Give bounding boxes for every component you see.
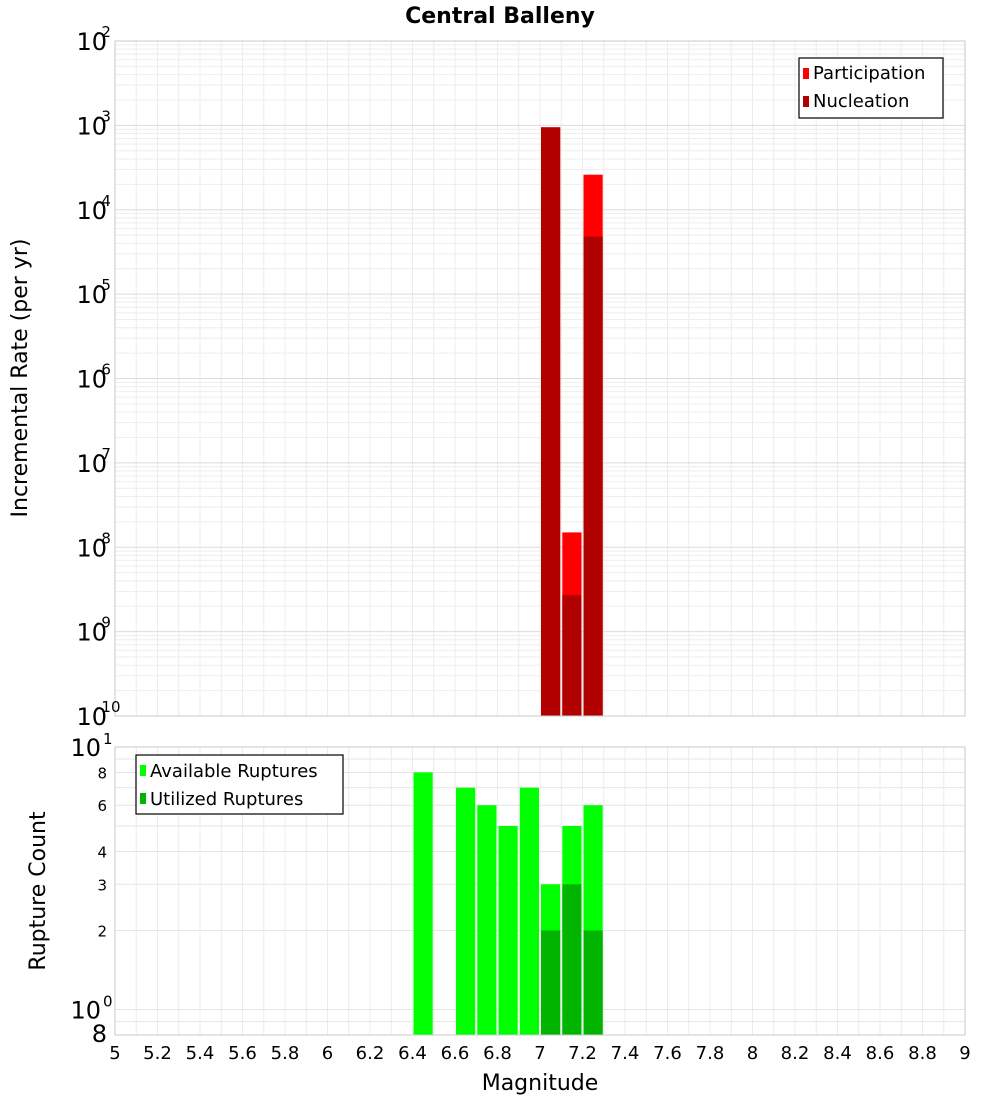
top-y-tick-exponent: -4	[96, 192, 111, 210]
x-tick-label: 7.8	[696, 1043, 725, 1064]
x-tick-label: 6.6	[441, 1043, 470, 1064]
bottom-bar-available-ruptures	[413, 772, 433, 1035]
bottom-bar-available-ruptures	[456, 787, 476, 1035]
x-axis-title: Magnitude	[482, 1071, 599, 1096]
top-y-tick-base: 10	[76, 534, 107, 562]
x-tick-label: 5.8	[271, 1043, 300, 1064]
top-y-tick-exponent: -2	[96, 23, 111, 41]
plot-frames	[114, 40, 966, 1036]
top-y-tick-base: 10	[76, 619, 107, 647]
top-y-tick-exponent: -6	[96, 361, 111, 379]
bottom-y-axis-title: Rupture Count	[26, 811, 51, 971]
x-tick-label: 8.6	[866, 1043, 895, 1064]
top-plot-bars	[541, 127, 603, 717]
legend-swatch-nucleation	[803, 96, 809, 107]
x-tick-label: 6.2	[356, 1043, 385, 1064]
top-y-tick-base: 10	[76, 450, 107, 478]
x-tick-label: 8.4	[823, 1043, 852, 1064]
bottom-y-tick-minor: 3	[97, 876, 107, 894]
x-tick-label: 7	[534, 1043, 545, 1064]
top-y-tick-exponent: -10	[96, 698, 121, 716]
bottom-plot-bars	[413, 772, 603, 1035]
bottom-y-tick-exponent: 0	[103, 993, 113, 1011]
bottom-bar-available-ruptures	[477, 805, 497, 1035]
x-tick-label: 5.4	[186, 1043, 215, 1064]
legend-label-available: Available Ruptures	[150, 761, 318, 782]
bottom-y-tick-exponent: 1	[103, 730, 113, 748]
x-tick-label: 7.2	[568, 1043, 597, 1064]
top-bar-nucleation	[541, 127, 561, 717]
x-tick-label: 9	[959, 1043, 970, 1064]
bottom-bar-utilized-ruptures	[583, 930, 603, 1035]
bottom-legend: Available Ruptures Utilized Ruptures	[135, 754, 344, 815]
bottom-bar-utilized-ruptures	[541, 930, 561, 1035]
top-y-tick-exponent: -9	[96, 614, 111, 632]
top-y-axis-title: Incremental Rate (per yr)	[8, 239, 33, 518]
bottom-y-tick-base: 10	[70, 997, 101, 1025]
legend-swatch-utilized	[140, 793, 146, 804]
x-tick-label: 6.4	[398, 1043, 427, 1064]
x-tick-label: 5.6	[228, 1043, 257, 1064]
top-legend: Participation Nucleation	[798, 57, 944, 119]
top-y-tick-exponent: -3	[96, 107, 111, 125]
top-bar-nucleation	[583, 236, 603, 716]
x-axis-ticks: 5 5.2 5.4 5.6 5.8 6 6.2 6.4 6.6 6.8 7 7.2 7.4 7.6 7.8 8…	[109, 1043, 970, 1064]
bottom-bar-available-ruptures	[519, 787, 539, 1035]
bottom-bar-available-ruptures	[498, 826, 518, 1035]
legend-swatch-available	[140, 765, 146, 776]
bottom-y-tick-base: 10	[70, 734, 101, 762]
x-tick-label: 6.8	[483, 1043, 512, 1064]
top-bar-nucleation	[562, 595, 582, 716]
top-y-tick-base: 10	[76, 112, 107, 140]
chart-title: Central Balleny	[405, 4, 595, 29]
top-plot-frame	[114, 40, 966, 717]
top-y-tick-base: 10	[76, 281, 107, 309]
bottom-y-tick-minor: 4	[97, 844, 107, 862]
x-tick-label: 5.2	[143, 1043, 172, 1064]
x-tick-label: 5	[109, 1043, 120, 1064]
bottom-y-tick-minor: 6	[97, 797, 107, 815]
top-y-tick-exponent: -7	[96, 445, 111, 463]
top-y-tick-base: 10	[76, 197, 107, 225]
legend-swatch-participation	[803, 68, 809, 79]
top-y-tick-exponent: -8	[96, 529, 111, 547]
x-tick-label: 8.8	[908, 1043, 937, 1064]
x-tick-label: 7.4	[611, 1043, 640, 1064]
bottom-y-tick-minor: 8	[92, 1020, 107, 1048]
bottom-y-tick-minor: 8	[97, 764, 107, 782]
bottom-plot-frame	[114, 746, 966, 1036]
legend-label-utilized: Utilized Ruptures	[150, 789, 303, 810]
top-y-tick-base: 10	[76, 703, 107, 731]
top-y-tick-base: 10	[76, 366, 107, 394]
legend-label-nucleation: Nucleation	[813, 91, 909, 112]
bottom-y-tick-minor: 2	[97, 923, 107, 941]
x-tick-label: 7.6	[653, 1043, 682, 1064]
legend-label-participation: Participation	[813, 63, 925, 84]
top-y-axis-ticks: 10-210-310-410-510-610-710-810-910-10	[76, 23, 120, 731]
top-y-tick-base: 10	[76, 28, 107, 56]
x-tick-label: 8	[747, 1043, 758, 1064]
top-y-tick-exponent: -5	[96, 276, 111, 294]
top-plot-grid	[114, 41, 966, 717]
bottom-bar-utilized-ruptures	[562, 884, 582, 1035]
x-tick-label: 8.2	[781, 1043, 810, 1064]
x-tick-label: 6	[322, 1043, 333, 1064]
